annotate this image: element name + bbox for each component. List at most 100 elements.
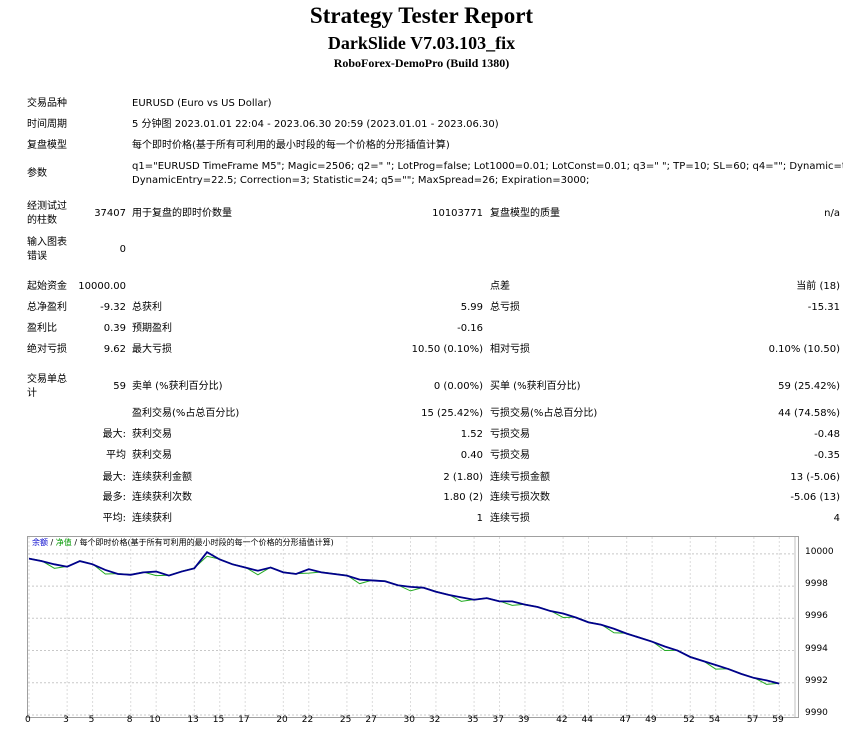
rel-drawdown-label: 相对亏损 <box>490 344 530 355</box>
avg-cons-losses-value: 4 <box>833 513 840 524</box>
x-tick-label: 39 <box>517 715 530 725</box>
y-tick-label: 9994 <box>805 643 828 654</box>
period-value: 5 分钟图 2023.01.01 22:04 - 2023.06.30 20:5… <box>132 119 499 130</box>
params-label: 参数 <box>27 168 47 179</box>
x-tick-label: 3 <box>63 715 69 725</box>
x-tick-label: 0 <box>25 715 31 725</box>
avg-cons-wins-value: 1 <box>476 513 483 524</box>
deposit-label: 起始资金 <box>27 281 67 292</box>
max-drawdown-label: 最大亏损 <box>132 344 172 355</box>
average-cons-prefix: 平均: <box>102 513 126 524</box>
loss-trades-value: 44 (74.58%) <box>778 408 840 419</box>
rel-drawdown-value: 0.10% (10.50) <box>768 344 840 355</box>
x-tick-label: 20 <box>276 715 288 725</box>
x-tick-label: 30 <box>403 715 415 725</box>
x-tick-label: 27 <box>365 715 377 725</box>
model-value: 每个即时价格(基于所有可利用的最小时段的每一个价格的分形插值计算) <box>132 140 450 151</box>
ticks-label: 用于复盘的即时价数量 <box>132 208 232 219</box>
quality-value: n/a <box>824 208 840 219</box>
x-tick-label: 49 <box>645 715 657 725</box>
expert-name: DarkSlide V7.03.103_fix <box>327 33 516 53</box>
total-trades-value: 59 <box>113 381 126 392</box>
max-cons-wins-value: 2 (1.80) <box>443 472 483 483</box>
spread-label: 点差 <box>490 281 510 292</box>
x-tick-label: 15 <box>212 715 225 725</box>
x-tick-label: 35 <box>467 715 479 725</box>
balance-line <box>28 551 780 685</box>
x-tick-label: 17 <box>238 715 250 725</box>
max-cons-wins-label: 连续获利金额 <box>132 472 192 483</box>
errors-label-2: 错误 <box>27 251 47 262</box>
average-profit-value: 0.40 <box>460 450 483 461</box>
bars-value: 37407 <box>94 208 126 219</box>
maximum-prefix: 最大: <box>102 472 126 483</box>
errors-value: 0 <box>119 244 126 255</box>
long-positions-label: 买单 (%获利百分比) <box>490 381 581 392</box>
bars-label-1: 经测试过 <box>27 201 67 212</box>
model-label: 复盘模型 <box>27 140 67 151</box>
x-tick-label: 10 <box>149 715 161 725</box>
most-prefix: 最多: <box>102 492 126 503</box>
balance-chart-svg <box>28 537 796 717</box>
x-tick-label: 42 <box>556 715 568 725</box>
balance-chart <box>27 536 799 718</box>
ticks-value: 10103771 <box>432 208 483 219</box>
server-build: RoboForex-DemoPro (Build 1380) <box>333 56 510 70</box>
max-cons-losses-value: 13 (-5.06) <box>790 472 840 483</box>
x-tick-label: 37 <box>492 715 504 725</box>
gross-profit-label: 总获利 <box>132 302 162 313</box>
legend-balance: 余额 <box>32 538 48 547</box>
largest-loss-label: 亏损交易 <box>490 429 530 440</box>
y-tick-label: 9992 <box>805 675 828 686</box>
total-trades-label-1: 交易单总 <box>27 374 67 385</box>
errors-label-1: 输入图表 <box>27 237 67 248</box>
largest-profit-value: 1.52 <box>460 429 483 440</box>
symbol-value: EURUSD (Euro vs US Dollar) <box>132 98 272 109</box>
x-tick-label: 44 <box>581 715 593 725</box>
profit-factor-label: 盈利比 <box>27 323 57 334</box>
legend-description: / 每个即时价格(基于所有可利用的最小时段的每一个价格的分形插值计算) <box>71 538 334 547</box>
equity-line <box>28 555 780 685</box>
x-tick-label: 5 <box>88 715 95 725</box>
max-cons-losses-label: 连续亏损金额 <box>490 472 550 483</box>
max-cons-profit-value: 1.80 (2) <box>443 492 483 503</box>
report-title: Strategy Tester Report <box>309 3 534 28</box>
y-tick-label: 9990 <box>805 708 828 718</box>
quality-label: 复盘模型的质量 <box>490 208 560 219</box>
average-prefix: 平均 <box>106 450 126 461</box>
x-tick-label: 59 <box>772 715 784 725</box>
avg-cons-wins-label: 连续获利 <box>132 513 172 524</box>
abs-drawdown-value: 9.62 <box>103 344 126 355</box>
deposit-value: 10000.00 <box>78 281 126 292</box>
largest-prefix: 最大: <box>102 429 126 440</box>
total-trades-label-2: 计 <box>27 388 37 399</box>
short-positions-value: 0 (0.00%) <box>433 381 483 392</box>
symbol-label: 交易品种 <box>27 98 67 109</box>
y-tick-label: 9998 <box>805 579 828 590</box>
max-cons-loss-value: -5.06 (13) <box>790 492 840 503</box>
net-profit-label: 总净盈利 <box>27 302 67 313</box>
spread-value: 当前 (18) <box>796 281 840 292</box>
params-line-2: DynamicEntry=22.5; Correction=3; Statist… <box>132 175 590 186</box>
x-tick-label: 13 <box>187 715 199 725</box>
net-profit-value: -9.32 <box>100 302 126 313</box>
short-positions-label: 卖单 (%获利百分比) <box>132 381 223 392</box>
x-tick-label: 57 <box>746 715 759 725</box>
gross-profit-value: 5.99 <box>460 302 483 313</box>
x-tick-label: 25 <box>339 715 352 725</box>
gross-loss-value: -15.31 <box>807 302 840 313</box>
x-tick-label: 47 <box>619 715 632 725</box>
gross-loss-label: 总亏损 <box>490 302 520 313</box>
chart-legend: 余额 / 净值 / 每个即时价格(基于所有可利用的最小时段的每一个价格的分形插值… <box>32 537 334 548</box>
y-tick-label: 10000 <box>805 546 834 557</box>
max-cons-profit-label: 连续获利次数 <box>132 492 192 503</box>
bars-label-2: 的柱数 <box>27 215 57 226</box>
largest-loss-value: -0.48 <box>814 429 840 440</box>
abs-drawdown-label: 绝对亏损 <box>27 344 67 355</box>
legend-sep: / <box>48 538 56 547</box>
params-line-1: q1="EURUSD TimeFrame M5"; Magic=2506; q2… <box>132 161 843 172</box>
x-tick-label: 8 <box>126 715 133 725</box>
x-tick-label: 52 <box>683 715 695 725</box>
x-tick-label: 54 <box>708 715 721 725</box>
average-profit-label: 获利交易 <box>132 450 172 461</box>
